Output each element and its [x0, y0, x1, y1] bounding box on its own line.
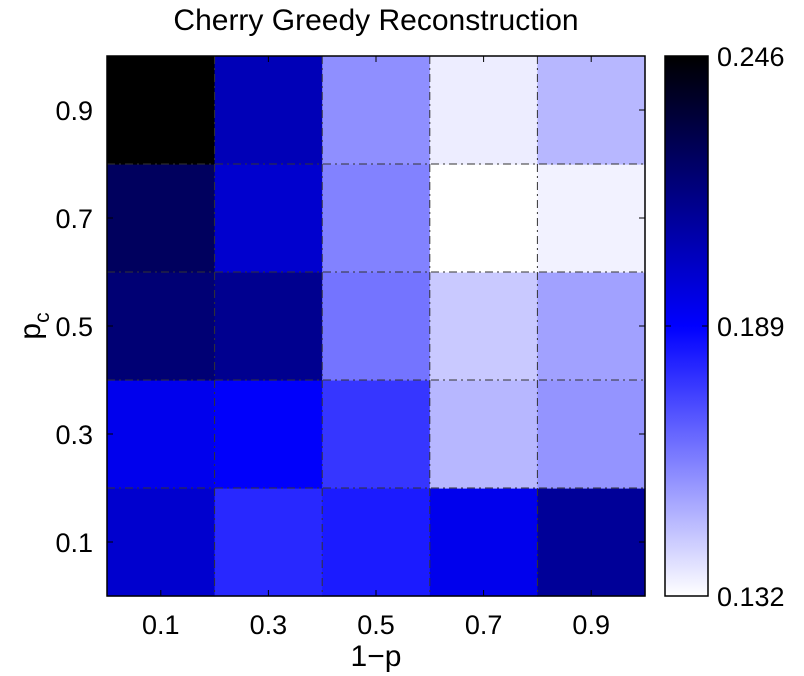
y-tick-label: 0.1	[55, 528, 93, 558]
heatmap-cell	[537, 380, 646, 489]
colorbar-tick-label: 0.189	[717, 312, 785, 342]
colorbar-tick-label: 0.246	[717, 42, 785, 72]
x-axis-ticks: 0.1 0.3 0.5 0.7 0.9	[142, 56, 610, 640]
heatmap-cell	[537, 488, 646, 597]
heatmap-cell	[537, 164, 646, 273]
y-tick-label: 0.7	[55, 204, 93, 234]
heatmap-cell	[429, 380, 538, 489]
x-tick-label: 0.3	[250, 610, 288, 640]
x-tick-label: 0.9	[572, 610, 610, 640]
heatmap-cell	[214, 272, 323, 381]
heatmap-cell	[322, 164, 431, 273]
x-tick-label: 0.1	[142, 610, 180, 640]
x-axis-label: 1−p	[351, 640, 402, 673]
heatmap-cell	[322, 488, 431, 597]
heatmap-cell	[429, 488, 538, 597]
heatmap-cell	[107, 272, 216, 381]
heatmap-cells	[107, 56, 646, 597]
heatmap-cell	[107, 56, 216, 165]
heatmap-cell	[107, 488, 216, 597]
y-axis-ticks: 0.1 0.3 0.5 0.7 0.9	[55, 96, 645, 558]
colorbar	[664, 55, 709, 597]
y-axis-label: pc	[14, 312, 54, 339]
colorbar-ticks: 0.132 0.189 0.246	[665, 42, 785, 612]
y-axis-label-main: p	[14, 323, 47, 340]
heatmap-cell	[322, 56, 431, 165]
y-tick-label: 0.9	[55, 96, 93, 126]
y-axis-label-subscript: c	[31, 312, 54, 323]
heatmap-cell	[429, 272, 538, 381]
heatmap-cell	[214, 164, 323, 273]
x-tick-label: 0.7	[465, 610, 503, 640]
heatmap-cell	[537, 56, 646, 165]
chart-title: Cherry Greedy Reconstruction	[173, 4, 578, 37]
heatmap-cell	[322, 380, 431, 489]
heatmap-cell	[214, 488, 323, 597]
heatmap-cell	[322, 272, 431, 381]
y-tick-label: 0.5	[55, 312, 93, 342]
heatmap-cell	[429, 164, 538, 273]
x-tick-label: 0.5	[357, 610, 395, 640]
heatmap-cell	[537, 272, 646, 381]
heatmap-cell	[107, 380, 216, 489]
grid-lines	[107, 56, 645, 596]
heatmap-cell	[107, 164, 216, 273]
colorbar-tick-label: 0.132	[717, 582, 785, 612]
y-tick-label: 0.3	[55, 420, 93, 450]
heatmap-cell	[214, 380, 323, 489]
heatmap-cell	[214, 56, 323, 165]
heatmap-cell	[429, 56, 538, 165]
